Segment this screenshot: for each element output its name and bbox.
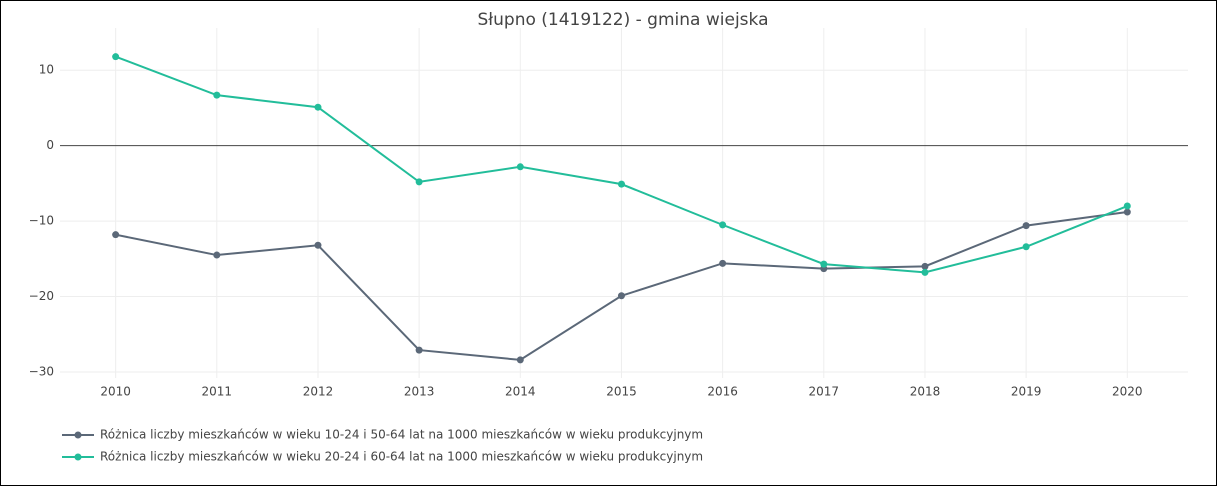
- x-tick-label: 2017: [809, 385, 840, 399]
- x-tick-label: 2018: [910, 385, 941, 399]
- y-tick-label: 0: [46, 138, 54, 152]
- x-tick-label: 2011: [202, 385, 233, 399]
- x-tick-label: 2014: [505, 385, 536, 399]
- y-tick-label: 10: [39, 63, 54, 77]
- data-point: [516, 163, 524, 171]
- data-point: [617, 180, 625, 188]
- data-point: [516, 356, 524, 364]
- legend-swatch-point: [74, 453, 82, 461]
- chart-title: Słupno (1419122) - gmina wiejska: [478, 10, 769, 30]
- data-point: [921, 268, 929, 276]
- data-point: [415, 178, 423, 186]
- x-tick-label: 2020: [1112, 385, 1143, 399]
- x-tick-label: 2015: [606, 385, 637, 399]
- data-point: [719, 221, 727, 229]
- data-point: [1123, 208, 1131, 216]
- x-tick-label: 2010: [100, 385, 131, 399]
- legend-swatch-point: [74, 431, 82, 439]
- data-point: [213, 251, 221, 259]
- legend-label: Różnica liczby mieszkańców w wieku 10-24…: [100, 428, 703, 442]
- y-tick-label: −10: [29, 214, 54, 228]
- data-point: [112, 53, 120, 61]
- data-point: [112, 231, 120, 239]
- data-point: [213, 91, 221, 99]
- x-tick-label: 2012: [303, 385, 334, 399]
- data-point: [719, 259, 727, 267]
- data-point: [1022, 243, 1030, 251]
- x-tick-label: 2016: [707, 385, 738, 399]
- data-point: [820, 260, 828, 268]
- data-point: [1123, 202, 1131, 210]
- data-point: [314, 241, 322, 249]
- data-point: [1022, 222, 1030, 230]
- data-point: [415, 346, 423, 354]
- x-tick-label: 2019: [1011, 385, 1042, 399]
- legend-label: Różnica liczby mieszkańców w wieku 20-24…: [100, 450, 703, 464]
- data-point: [314, 103, 322, 111]
- y-tick-label: −20: [29, 289, 54, 303]
- data-point: [617, 292, 625, 300]
- data-point: [921, 262, 929, 270]
- y-tick-label: −30: [29, 364, 54, 378]
- x-tick-label: 2013: [404, 385, 435, 399]
